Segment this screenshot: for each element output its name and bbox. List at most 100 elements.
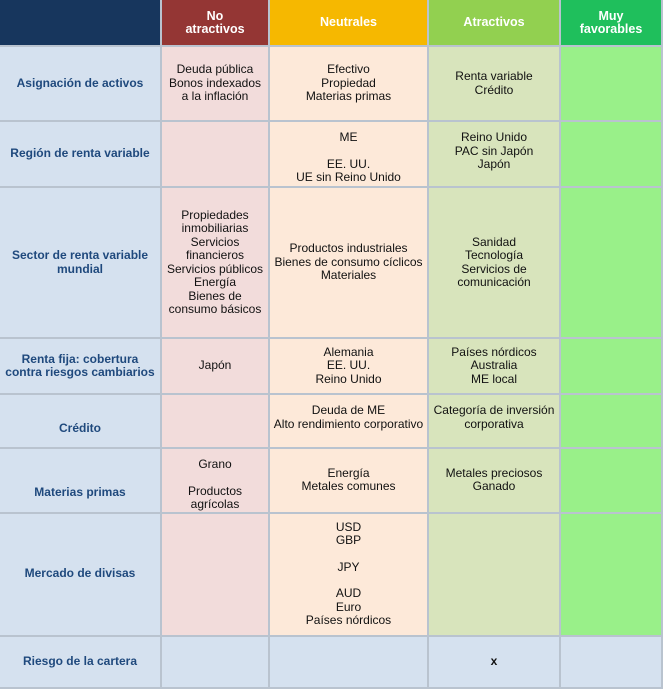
cell-item: Grano — [198, 457, 232, 471]
cell-atr — [429, 513, 561, 637]
cell-item: Productos agrícolas — [187, 483, 243, 511]
cell-item: Alto rendimiento corporativo — [273, 416, 424, 431]
cell-atr: Reino Unido PAC sin Japón Japón — [429, 122, 561, 188]
header-no-atractivos: No atractivos — [162, 0, 270, 47]
cell-no — [162, 122, 270, 188]
row-label: Región de renta variable — [0, 122, 162, 188]
cell-item: ME — [339, 130, 358, 144]
cell-muy — [561, 122, 663, 188]
risk-label: Riesgo de la cartera — [0, 636, 162, 689]
risk-cell-muy — [561, 636, 663, 689]
cell-item: Productos industriales — [289, 241, 408, 256]
cell-item: Bonos indexados a la inflación — [168, 75, 262, 104]
risk-cell-no — [162, 636, 270, 689]
cell-neu: Efectivo Propiedad Materias primas — [270, 47, 429, 122]
header-atractivos: Atractivos — [429, 0, 561, 47]
cell-no — [162, 395, 270, 449]
header-no-atractivos-text: No atractivos — [185, 8, 245, 36]
cell-item — [165, 472, 265, 485]
cell-neu: Energía Metales comunes — [270, 449, 429, 514]
risk-cell-neu — [270, 636, 429, 689]
header-muy-favorables-text: Muy favorables — [579, 8, 643, 36]
cell-item: JPY — [337, 559, 360, 574]
cell-item: Deuda de ME — [311, 403, 386, 417]
row-label: Renta fija: cobertura contra riesgos cam… — [0, 339, 162, 395]
cell-muy — [561, 188, 663, 339]
cell-item — [273, 145, 424, 158]
cell-item: Japón — [477, 157, 511, 171]
cell-item: Efectivo — [327, 62, 370, 77]
cell-atr: Países nórdicos Australia ME local — [429, 339, 561, 395]
cell-no: Propiedades inmobiliarias Servicios finan… — [162, 188, 270, 339]
header-neutrales: Neutrales — [270, 0, 429, 47]
cell-item: USD — [335, 519, 362, 534]
cell-item: Ganado — [472, 479, 516, 494]
cell-item: Reino Unido — [315, 371, 382, 386]
cell-item: Energía — [327, 465, 370, 480]
table-row: Renta fija: cobertura contra riesgos cam… — [0, 339, 663, 395]
header-muy-favorables: Muy favorables — [561, 0, 663, 47]
cell-item: Bienes de consumo cíclicos — [274, 254, 423, 269]
cell-item: Tecnología — [464, 248, 524, 262]
cell-item: Deuda pública — [176, 62, 254, 77]
cell-muy — [561, 47, 663, 122]
cell-item: EE. UU. — [326, 358, 371, 373]
cell-item: Energía — [193, 275, 237, 289]
cell-neu: Deuda de ME Alto rendimiento corporativo — [270, 395, 429, 449]
cell-item: Servicios financieros — [185, 234, 245, 262]
table-row: Crédito Deuda de ME Alto rendimiento corpo… — [0, 395, 663, 449]
cell-no: Japón — [162, 339, 270, 395]
cell-item: Alemania — [323, 344, 374, 359]
cell-item: Crédito — [474, 82, 514, 97]
cell-item: Materiales — [320, 268, 377, 283]
cell-item: Metales comunes — [301, 479, 396, 494]
cell-item: Bienes de consumo básicos — [168, 288, 262, 316]
risk-row: Riesgo de la cartera x — [0, 636, 663, 689]
table-body: Asignación de activos Deuda pública Bonos … — [0, 47, 663, 689]
cell-no — [162, 513, 270, 637]
cell-muy — [561, 513, 663, 637]
cell-muy — [561, 395, 663, 449]
cell-item: Países nórdicos — [451, 344, 537, 359]
cell-no: Deuda pública Bonos indexados a la inflac… — [162, 47, 270, 122]
table-row: Sector de renta variable mundial Propieda… — [0, 188, 663, 339]
cell-item: Metales preciosos — [445, 465, 543, 480]
risk-cell-atr: x — [429, 636, 561, 689]
cell-neu: USD GBP JPY AUD Euro Países nórdicos — [270, 513, 429, 637]
cell-item: Sanidad — [471, 234, 517, 249]
cell-item: Propiedad — [321, 75, 376, 90]
cell-item: Países nórdicos — [305, 613, 392, 627]
cell-neu: Productos industriales Bienes de consumo … — [270, 188, 429, 339]
cell-item: UE sin Reino Unido — [296, 170, 401, 184]
cell-item: Renta variable — [455, 69, 533, 83]
cell-item — [273, 548, 424, 561]
cell-muy — [561, 449, 663, 514]
cell-item: Servicios públicos — [166, 261, 264, 276]
cell-item: EE. UU. — [326, 156, 371, 171]
cell-item: Servicios de comunicación — [457, 261, 531, 289]
cell-neu: ME EE. UU. UE sin Reino Unido — [270, 122, 429, 188]
row-label: Materias primas — [0, 449, 162, 514]
cell-item: Australia — [470, 358, 518, 373]
cell-neu: Alemania EE. UU. Reino Unido — [270, 339, 429, 395]
cell-item: Japón — [198, 358, 232, 373]
cell-item: Propiedades inmobiliarias — [181, 207, 249, 235]
table-row: Mercado de divisas USD GBP JPY AUD Euro Países… — [0, 513, 663, 637]
cell-item: Reino Unido — [460, 130, 528, 144]
cell-muy — [561, 339, 663, 395]
cell-item: AUD — [335, 586, 362, 600]
row-label: Asignación de activos — [0, 47, 162, 122]
table-row: Materias primas Grano Productos agrícolas E… — [0, 449, 663, 514]
header-corner — [0, 0, 162, 47]
cell-item: ME local — [470, 371, 517, 386]
table-row: Región de renta variable ME EE. UU. UE sin … — [0, 122, 663, 188]
cell-atr: Metales preciosos Ganado — [429, 449, 561, 514]
cell-item: PAC sin Japón — [454, 143, 534, 158]
table-row: Asignación de activos Deuda pública Bonos … — [0, 47, 663, 122]
cell-item: Materias primas — [305, 89, 392, 104]
cell-atr: Sanidad Tecnología Servicios de comunicaci… — [429, 188, 561, 339]
cell-item: Euro — [335, 599, 362, 614]
cell-atr: Renta variable Crédito — [429, 47, 561, 122]
row-label: Mercado de divisas — [0, 513, 162, 637]
